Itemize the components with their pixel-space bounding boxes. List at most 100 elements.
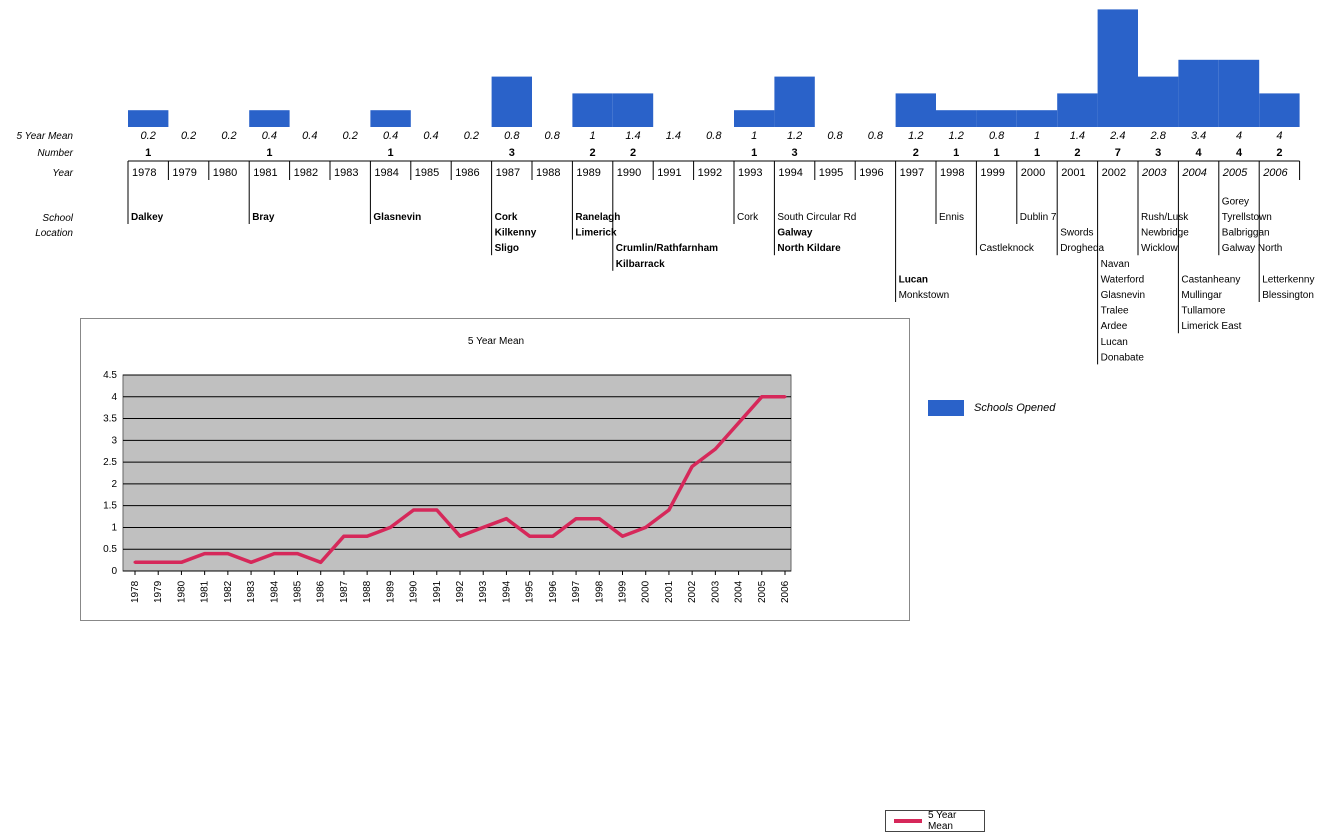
x-tick-1998: 1998 bbox=[594, 580, 605, 603]
y-tick-1.5: 1.5 bbox=[103, 501, 117, 512]
number-2006: 2 bbox=[1276, 147, 1282, 159]
school-2005-tyrellstown: Tyrellstown bbox=[1222, 212, 1272, 223]
year-1989: 1989 bbox=[576, 167, 600, 179]
year-1991: 1991 bbox=[657, 167, 681, 179]
number-2002: 7 bbox=[1115, 147, 1121, 159]
point-1993 bbox=[481, 525, 485, 529]
bar-1984 bbox=[370, 110, 411, 127]
year-1983: 1983 bbox=[334, 167, 358, 179]
point-2002 bbox=[690, 464, 694, 468]
x-tick-1989: 1989 bbox=[385, 580, 396, 603]
school-1998-ennis: Ennis bbox=[939, 212, 964, 223]
number-1989: 2 bbox=[590, 147, 596, 159]
point-1999 bbox=[621, 534, 624, 538]
mean-1981: 0.4 bbox=[262, 130, 277, 142]
bar-1978 bbox=[128, 110, 169, 127]
point-1983 bbox=[249, 560, 253, 564]
point-2000 bbox=[644, 525, 648, 529]
school-2005-balbriggan: Balbriggan bbox=[1222, 228, 1270, 239]
school-2002-navan: Navan bbox=[1101, 259, 1130, 270]
point-1986 bbox=[319, 560, 323, 564]
school-2002-glasnevin: Glasnevin bbox=[1101, 290, 1145, 301]
mean-1989: 1 bbox=[590, 130, 596, 142]
number-1984: 1 bbox=[388, 147, 394, 159]
point-1987 bbox=[342, 534, 346, 538]
y-tick-1: 1 bbox=[111, 522, 117, 533]
mean-2005: 4 bbox=[1236, 130, 1242, 142]
number-2001: 2 bbox=[1074, 147, 1080, 159]
point-2004 bbox=[737, 421, 741, 425]
bar-1990 bbox=[612, 93, 654, 127]
point-1985 bbox=[296, 552, 299, 556]
mean-1992: 0.8 bbox=[706, 130, 722, 142]
year-2006: 2006 bbox=[1262, 167, 1288, 179]
x-tick-1995: 1995 bbox=[525, 580, 536, 603]
school-1997-lucan: Lucan bbox=[899, 274, 928, 285]
school-2001-drogheda: Drogheda bbox=[1060, 243, 1104, 254]
year-1990: 1990 bbox=[617, 167, 641, 179]
school-2002-ardee: Ardee bbox=[1101, 321, 1128, 332]
point-1988 bbox=[365, 534, 369, 538]
number-1981: 1 bbox=[266, 147, 272, 159]
line-chart-legend: 5 Year Mean bbox=[885, 810, 985, 832]
y-tick-3: 3 bbox=[111, 435, 117, 446]
bar-1993 bbox=[734, 110, 775, 127]
number-2003: 3 bbox=[1155, 147, 1161, 159]
x-tick-2004: 2004 bbox=[734, 580, 745, 603]
bar-2006 bbox=[1259, 93, 1300, 127]
point-1982 bbox=[226, 552, 230, 556]
mean-1978: 0.2 bbox=[141, 130, 156, 142]
point-1978 bbox=[133, 560, 137, 564]
point-1980 bbox=[179, 560, 183, 564]
mean-1979: 0.2 bbox=[181, 130, 196, 142]
school-1997-monkstown: Monkstown bbox=[899, 290, 950, 301]
y-tick-4.5: 4.5 bbox=[103, 370, 117, 381]
point-1990 bbox=[412, 508, 416, 512]
x-tick-2006: 2006 bbox=[780, 580, 791, 603]
school-1984-glasnevin: Glasnevin bbox=[373, 212, 421, 223]
school-1999-castleknock: Castleknock bbox=[979, 243, 1034, 254]
school-2002-tralee: Tralee bbox=[1101, 306, 1129, 317]
bar-1994 bbox=[774, 76, 815, 127]
point-1998 bbox=[597, 517, 601, 521]
point-1996 bbox=[551, 534, 555, 538]
plot-area bbox=[122, 374, 792, 572]
x-tick-2003: 2003 bbox=[710, 580, 721, 603]
number-2005: 4 bbox=[1236, 147, 1243, 159]
bar-legend: Schools Opened bbox=[928, 400, 1055, 416]
bar-2002 bbox=[1097, 9, 1138, 127]
year-1999: 1999 bbox=[980, 167, 1004, 179]
mean-2001: 1.4 bbox=[1070, 130, 1085, 142]
year-1981: 1981 bbox=[253, 167, 277, 179]
mean-1995: 0.8 bbox=[827, 130, 843, 142]
school-2000-dublin-7: Dublin 7 bbox=[1020, 212, 1057, 223]
number-1987: 3 bbox=[509, 147, 515, 159]
school-1990-kilbarrack: Kilbarrack bbox=[616, 259, 665, 270]
legend-series-label: 5 Year Mean bbox=[927, 810, 957, 832]
x-tick-1982: 1982 bbox=[223, 580, 234, 603]
mean-1991: 1.4 bbox=[666, 130, 681, 142]
number-1978: 1 bbox=[145, 147, 151, 159]
year-1988: 1988 bbox=[536, 167, 560, 179]
line-chart: 5 Year Mean 0 0.5 1 1.5 2 2.5 3 3.5 4 4.5 1978 1979 1… bbox=[103, 336, 792, 603]
x-tick-1999: 1999 bbox=[618, 580, 629, 603]
year-row-label: Year bbox=[52, 168, 73, 179]
bar-2005 bbox=[1218, 59, 1260, 127]
x-tick-1985: 1985 bbox=[293, 580, 304, 603]
year-1993: 1993 bbox=[738, 167, 762, 179]
mean-2003: 2.8 bbox=[1150, 130, 1167, 142]
mean-1993: 1 bbox=[751, 130, 757, 142]
number-2000: 1 bbox=[1034, 147, 1040, 159]
x-tick-2001: 2001 bbox=[664, 580, 675, 603]
x-tick-1993: 1993 bbox=[478, 580, 489, 603]
bar-legend-swatch bbox=[928, 400, 964, 416]
school-2002-lucan: Lucan bbox=[1101, 337, 1128, 348]
school-2004-castanheany: Castanheany bbox=[1181, 274, 1240, 285]
point-1979 bbox=[156, 560, 160, 564]
mean-2000: 1 bbox=[1034, 130, 1040, 142]
mean-1982: 0.4 bbox=[302, 130, 317, 142]
year-2002: 2002 bbox=[1102, 167, 1126, 179]
year-1985: 1985 bbox=[415, 167, 439, 179]
mean-1999: 0.8 bbox=[989, 130, 1005, 142]
school-2002-donabate: Donabate bbox=[1101, 352, 1145, 363]
